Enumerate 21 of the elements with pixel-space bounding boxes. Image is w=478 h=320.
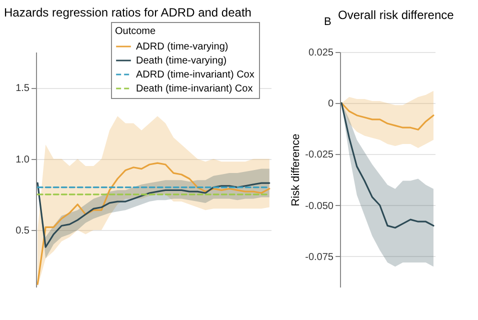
chart-title: Hazards regression ratios for ADRD and death <box>4 6 252 20</box>
line-series <box>36 182 270 248</box>
y-tick-label: 1.5 <box>16 83 30 94</box>
legend-title: Outcome <box>115 26 156 37</box>
y-tick-label: 0 <box>328 98 334 110</box>
y-tick-label: -0.050 <box>305 200 334 212</box>
y-axis-title: Risk difference <box>290 134 302 206</box>
y-tick-label: -0.025 <box>305 150 334 161</box>
legend-label: ADRD (time-invariant) Cox <box>136 70 254 80</box>
line-series <box>340 102 434 229</box>
y-tick-label: 1.0 <box>16 154 30 166</box>
legend-label: Death (time-varying) <box>136 56 227 66</box>
chart-title: Overall risk difference <box>338 8 454 22</box>
line-series <box>36 162 270 285</box>
legend-label: Death (time-invariant) Cox <box>136 84 253 94</box>
text: B <box>324 16 332 28</box>
line-series <box>340 102 434 130</box>
legend-label: ADRD (time-varying) <box>136 42 228 52</box>
y-tick-label: 0.025 <box>308 48 334 58</box>
y-tick-label: 0.5 <box>16 226 30 237</box>
y-tick-label: -0.075 <box>305 252 334 263</box>
